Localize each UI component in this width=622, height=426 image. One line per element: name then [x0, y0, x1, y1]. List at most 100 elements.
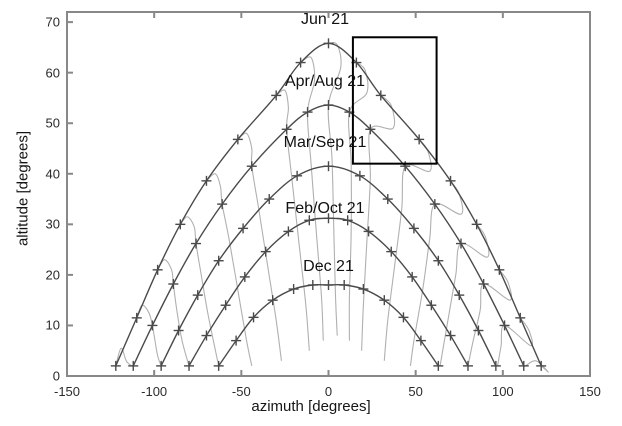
plus-marker	[433, 360, 444, 371]
plus-marker	[295, 57, 306, 68]
plus-marker	[462, 360, 473, 371]
plus-marker	[201, 175, 212, 186]
x-tick-label: 150	[579, 384, 601, 399]
hour-line	[157, 259, 190, 367]
x-tick-label: -50	[231, 384, 251, 399]
plus-marker	[478, 278, 489, 289]
plus-marker	[408, 223, 419, 234]
plus-marker	[342, 215, 353, 226]
plus-marker	[365, 124, 376, 135]
plus-marker	[231, 335, 242, 346]
plus-marker	[292, 170, 303, 181]
plus-marker	[499, 320, 510, 331]
plus-marker	[429, 199, 440, 210]
hour-line	[237, 132, 282, 361]
hour-line	[497, 317, 533, 366]
plus-marker	[288, 284, 299, 295]
hour-line	[383, 139, 432, 361]
plus-marker	[426, 300, 437, 311]
plus-marker	[248, 312, 259, 323]
plus-marker	[152, 264, 163, 275]
plus-marker	[304, 215, 315, 226]
plus-marker	[455, 238, 466, 249]
plus-marker	[173, 325, 184, 336]
curve-label: Mar/Sep 21	[283, 134, 367, 152]
y-tick-label: 30	[45, 216, 60, 232]
x-axis-label: azimuth [degrees]	[251, 398, 371, 415]
highlight-rectangle	[351, 36, 438, 165]
plus-marker	[217, 199, 228, 210]
y-tick-label: 0	[52, 368, 60, 384]
plus-marker	[354, 170, 365, 181]
plus-marker	[454, 290, 465, 301]
plus-marker	[323, 100, 334, 111]
plus-marker	[239, 271, 250, 282]
y-tick-label: 10	[45, 317, 60, 333]
curve-label: Feb/Oct 21	[285, 200, 365, 218]
plus-marker	[323, 213, 334, 224]
plus-marker	[232, 134, 243, 145]
sun-path-curve	[188, 217, 469, 367]
plus-marker	[323, 280, 334, 290]
plus-marker	[515, 312, 526, 323]
plus-marker	[379, 295, 390, 306]
x-tick-label: 100	[491, 384, 514, 399]
plus-marker	[323, 38, 334, 49]
hour-line	[467, 269, 513, 367]
curve-label: Jun 21	[300, 10, 350, 28]
y-tick-label: 70	[45, 14, 60, 30]
plus-marker	[213, 360, 224, 371]
plus-marker	[201, 330, 212, 341]
plus-marker	[382, 194, 393, 205]
plus-marker	[238, 223, 249, 234]
plus-marker	[415, 335, 426, 346]
hour-line	[206, 173, 253, 367]
hour-line	[348, 62, 369, 341]
plus-marker	[363, 226, 374, 237]
plus-marker	[302, 107, 313, 118]
y-tick-label: 50	[45, 115, 60, 131]
plus-marker	[445, 330, 456, 341]
plus-marker	[267, 295, 278, 306]
plus-marker	[386, 246, 397, 257]
plus-marker	[110, 360, 121, 371]
plus-marker	[260, 246, 271, 257]
y-tick-label: 20	[45, 267, 60, 283]
plus-marker	[131, 312, 142, 323]
plus-marker	[271, 90, 282, 101]
hour-line	[275, 89, 310, 351]
plus-marker	[220, 300, 231, 311]
plus-marker	[168, 278, 179, 289]
hour-line	[115, 347, 134, 367]
x-tick-label: 50	[408, 384, 423, 399]
hour-line	[439, 223, 490, 366]
plus-marker	[283, 226, 294, 237]
plus-marker	[156, 360, 167, 371]
plus-marker	[191, 238, 202, 249]
curve-label: Apr/Aug 21	[284, 72, 366, 90]
hour-line	[300, 56, 324, 341]
plus-marker	[473, 325, 484, 336]
plus-marker	[494, 264, 505, 275]
axes-frame	[66, 11, 591, 377]
plus-marker	[339, 280, 350, 290]
plus-marker	[490, 360, 501, 371]
plus-marker	[323, 161, 334, 172]
plus-marker	[192, 290, 203, 301]
y-tick-label: 60	[45, 65, 60, 81]
plus-marker	[264, 194, 275, 205]
plus-marker	[471, 219, 482, 230]
plus-marker	[433, 255, 444, 266]
curve-label: Dec 21	[303, 258, 354, 276]
plus-marker	[184, 360, 195, 371]
plus-marker	[307, 280, 318, 290]
plus-marker	[518, 360, 529, 371]
plus-marker	[213, 255, 224, 266]
plus-marker	[147, 320, 158, 331]
plus-marker	[407, 271, 418, 282]
y-tick-label: 40	[45, 166, 60, 182]
plus-marker	[414, 134, 425, 145]
x-tick-label: 0	[324, 384, 333, 399]
